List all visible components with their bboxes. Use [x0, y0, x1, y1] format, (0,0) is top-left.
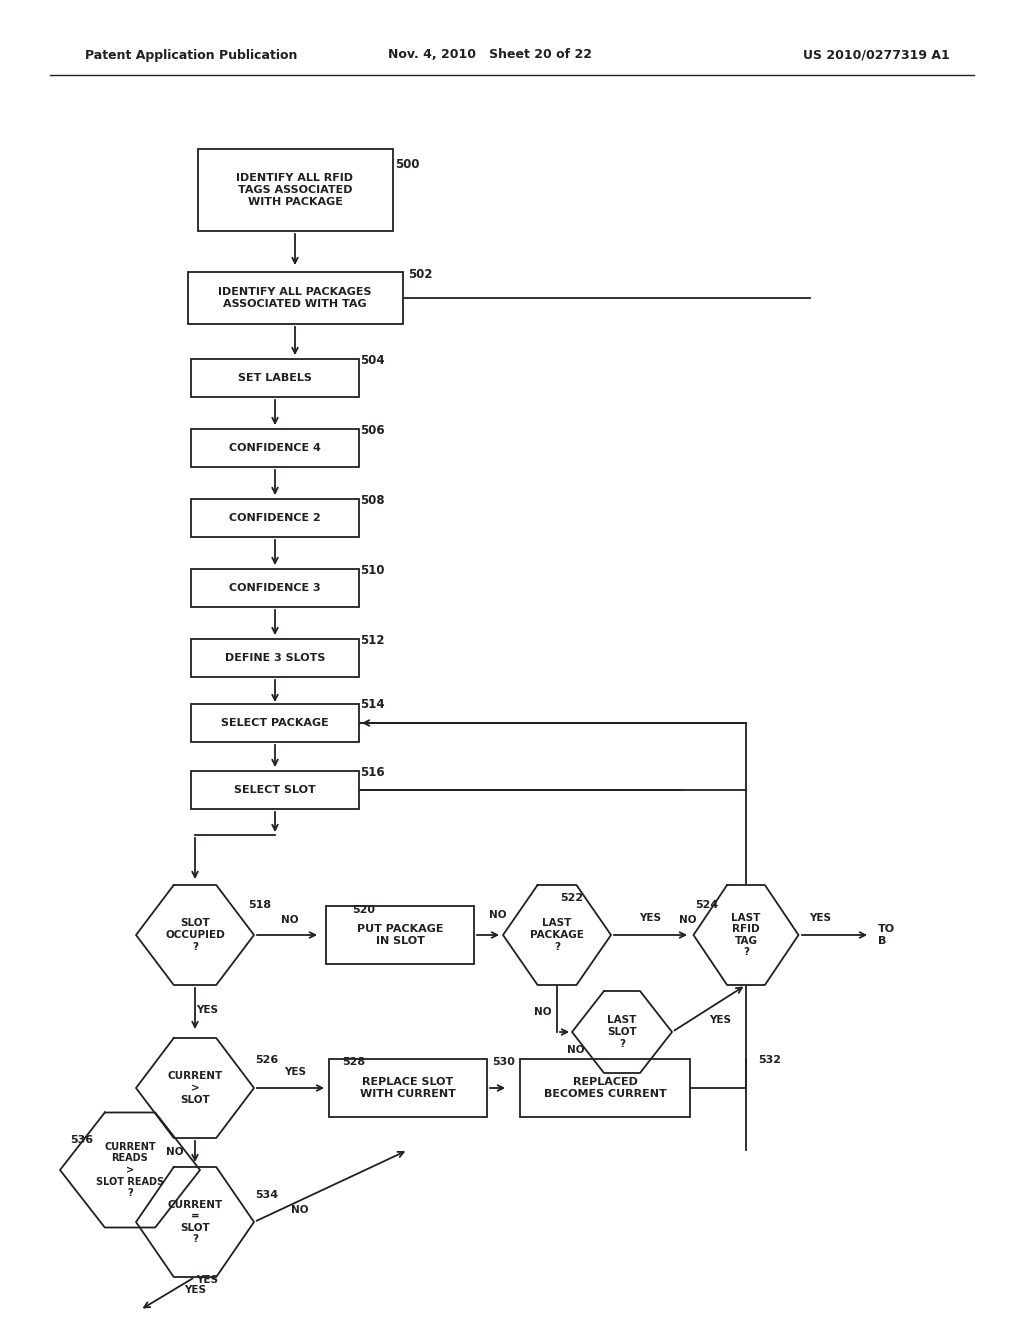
Text: 504: 504: [360, 354, 385, 367]
Text: YES: YES: [809, 913, 831, 923]
Text: NO: NO: [567, 1045, 585, 1055]
Text: 532: 532: [758, 1055, 781, 1065]
Text: CONFIDENCE 3: CONFIDENCE 3: [229, 583, 321, 593]
Text: NO: NO: [166, 1147, 183, 1158]
Text: 508: 508: [360, 494, 385, 507]
Text: YES: YES: [196, 1275, 218, 1284]
Text: LAST
RFID
TAG
?: LAST RFID TAG ?: [731, 912, 761, 957]
Text: YES: YES: [639, 913, 662, 923]
Text: NO: NO: [291, 1205, 309, 1214]
Text: REPLACED
BECOMES CURRENT: REPLACED BECOMES CURRENT: [544, 1077, 667, 1098]
FancyBboxPatch shape: [329, 1059, 487, 1117]
Text: YES: YES: [709, 1015, 731, 1026]
FancyBboxPatch shape: [326, 906, 474, 964]
FancyBboxPatch shape: [191, 499, 359, 537]
Text: 516: 516: [360, 766, 385, 779]
Text: NO: NO: [489, 909, 507, 920]
Text: 502: 502: [408, 268, 432, 281]
Text: 524: 524: [695, 900, 718, 909]
Polygon shape: [136, 1167, 254, 1276]
Text: 522: 522: [560, 894, 583, 903]
Text: LAST
PACKAGE
?: LAST PACKAGE ?: [530, 919, 584, 952]
Text: TO
B: TO B: [878, 924, 895, 946]
Text: NO: NO: [535, 1007, 552, 1016]
Text: YES: YES: [184, 1284, 206, 1295]
FancyBboxPatch shape: [191, 569, 359, 607]
FancyBboxPatch shape: [520, 1059, 690, 1117]
Text: SELECT PACKAGE: SELECT PACKAGE: [221, 718, 329, 729]
Polygon shape: [572, 991, 672, 1073]
Text: YES: YES: [284, 1067, 306, 1077]
Text: SELECT SLOT: SELECT SLOT: [234, 785, 315, 795]
Text: 520: 520: [352, 906, 375, 915]
Text: 506: 506: [360, 424, 385, 437]
Text: IDENTIFY ALL PACKAGES
ASSOCIATED WITH TAG: IDENTIFY ALL PACKAGES ASSOCIATED WITH TA…: [218, 288, 372, 309]
Text: PUT PACKAGE
IN SLOT: PUT PACKAGE IN SLOT: [356, 924, 443, 946]
FancyBboxPatch shape: [198, 149, 392, 231]
Text: SLOT
OCCUPIED
?: SLOT OCCUPIED ?: [165, 919, 225, 952]
FancyBboxPatch shape: [191, 429, 359, 467]
Polygon shape: [136, 884, 254, 985]
Text: IDENTIFY ALL RFID
TAGS ASSOCIATED
WITH PACKAGE: IDENTIFY ALL RFID TAGS ASSOCIATED WITH P…: [237, 173, 353, 207]
Text: Patent Application Publication: Patent Application Publication: [85, 49, 297, 62]
Text: CURRENT
=
SLOT
?: CURRENT = SLOT ?: [167, 1200, 222, 1245]
Text: NO: NO: [680, 915, 697, 925]
Polygon shape: [503, 884, 611, 985]
Text: 510: 510: [360, 564, 384, 577]
Text: CONFIDENCE 4: CONFIDENCE 4: [229, 444, 321, 453]
FancyBboxPatch shape: [191, 704, 359, 742]
Text: REPLACE SLOT
WITH CURRENT: REPLACE SLOT WITH CURRENT: [360, 1077, 456, 1098]
Text: 526: 526: [255, 1055, 279, 1065]
FancyBboxPatch shape: [191, 771, 359, 809]
FancyBboxPatch shape: [191, 359, 359, 397]
Text: Nov. 4, 2010   Sheet 20 of 22: Nov. 4, 2010 Sheet 20 of 22: [388, 49, 592, 62]
Text: 512: 512: [360, 634, 384, 647]
Text: 514: 514: [360, 698, 385, 711]
Text: YES: YES: [196, 1005, 218, 1015]
FancyBboxPatch shape: [187, 272, 402, 323]
Text: US 2010/0277319 A1: US 2010/0277319 A1: [803, 49, 950, 62]
Text: 534: 534: [255, 1191, 279, 1200]
Text: 500: 500: [395, 158, 420, 172]
Polygon shape: [693, 884, 799, 985]
Text: 536: 536: [70, 1135, 93, 1144]
Text: DEFINE 3 SLOTS: DEFINE 3 SLOTS: [225, 653, 326, 663]
Polygon shape: [136, 1038, 254, 1138]
Text: 518: 518: [248, 900, 271, 909]
Polygon shape: [60, 1113, 200, 1228]
Text: SET LABELS: SET LABELS: [238, 374, 312, 383]
FancyBboxPatch shape: [191, 639, 359, 677]
Text: 530: 530: [492, 1057, 515, 1067]
Text: 528: 528: [342, 1057, 366, 1067]
Text: NO: NO: [282, 915, 299, 925]
Text: CURRENT
>
SLOT: CURRENT > SLOT: [167, 1072, 222, 1105]
Text: LAST
SLOT
?: LAST SLOT ?: [607, 1015, 637, 1048]
Text: CONFIDENCE 2: CONFIDENCE 2: [229, 513, 321, 523]
Text: CURRENT
READS
>
SLOT READS
?: CURRENT READS > SLOT READS ?: [96, 1142, 164, 1199]
